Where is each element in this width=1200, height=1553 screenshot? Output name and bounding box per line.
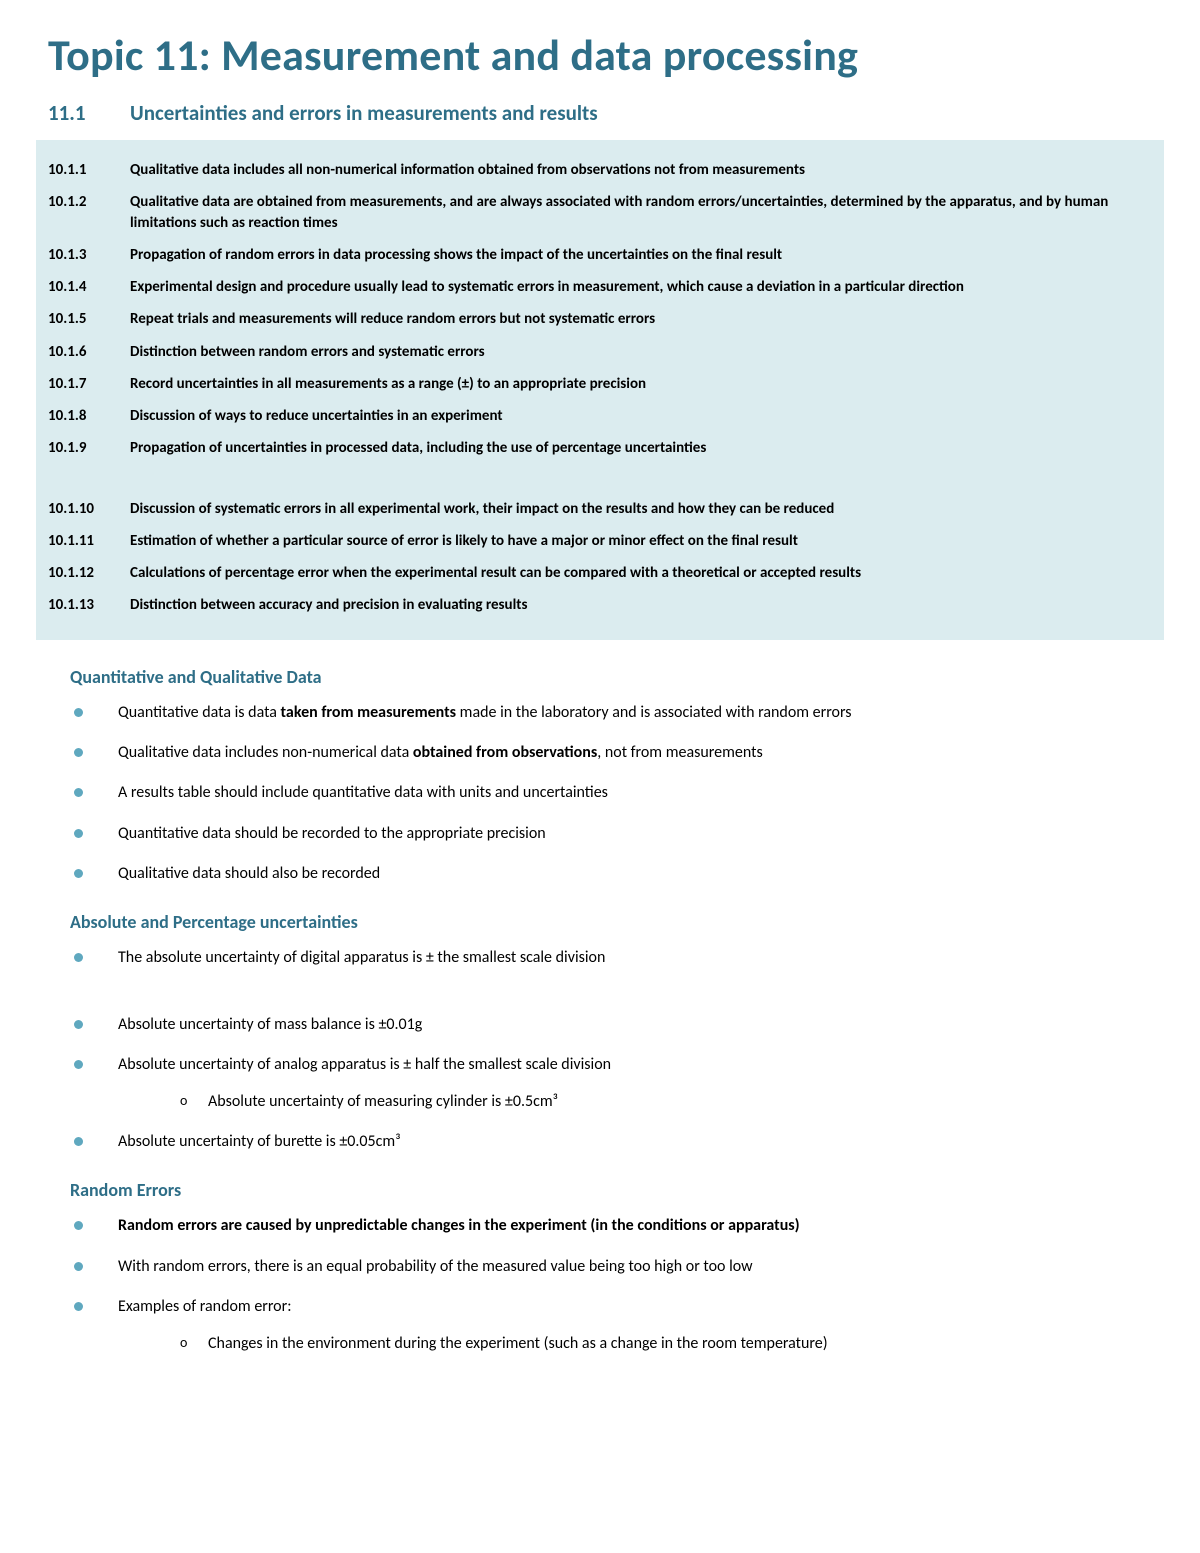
- list-item: Qualitative data includes non-numerical …: [70, 742, 1152, 764]
- sub-list: Changes in the environment during the ex…: [118, 1333, 1152, 1355]
- outline-item-text: Repeat trials and measurements will redu…: [130, 309, 1152, 329]
- list-item: Absolute uncertainty of analog apparatus…: [70, 1054, 1152, 1113]
- outline-item-text: Distinction between random errors and sy…: [130, 342, 1152, 362]
- subsection-title: Absolute and Percentage uncertainties: [70, 911, 1152, 933]
- outline-item: 10.1.8Discussion of ways to reduce uncer…: [36, 400, 1164, 432]
- outline-item-number: 10.1.6: [48, 342, 130, 362]
- list-item: Qualitative data should also be recorded: [70, 863, 1152, 885]
- outline-item-number: 10.1.4: [48, 277, 130, 297]
- sub-list-item: Absolute uncertainty of measuring cylind…: [180, 1091, 1152, 1113]
- list-item: Absolute uncertainty of burette is ±0.05…: [70, 1131, 1152, 1153]
- section-number: 11.1: [48, 100, 130, 126]
- outline-item: 10.1.6Distinction between random errors …: [36, 336, 1164, 368]
- outline-item-text: Qualitative data includes all non-numeri…: [130, 160, 1152, 180]
- outline-item-number: 10.1.9: [48, 438, 130, 458]
- outline-item: 10.1.3Propagation of random errors in da…: [36, 239, 1164, 271]
- list-item: Quantitative data should be recorded to …: [70, 823, 1152, 845]
- sub-list-item: Changes in the environment during the ex…: [180, 1333, 1152, 1355]
- list-item: The absolute uncertainty of digital appa…: [70, 947, 1152, 969]
- list-item: Random errors are caused by unpredictabl…: [70, 1215, 1152, 1237]
- bullet-list: Random errors are caused by unpredictabl…: [70, 1215, 1152, 1355]
- outline-item-text: Propagation of random errors in data pro…: [130, 245, 1152, 265]
- subsection: Quantitative and Qualitative Data Quantit…: [70, 666, 1152, 886]
- outline-item-number: 10.1.1: [48, 160, 130, 180]
- outline-item: 10.1.1Qualitative data includes all non-…: [36, 154, 1164, 186]
- outline-item-text: Discussion of systematic errors in all e…: [130, 499, 1152, 519]
- outline-item: 10.1.7Record uncertainties in all measur…: [36, 368, 1164, 400]
- bullet-list: Quantitative data is data taken from mea…: [70, 702, 1152, 886]
- outline-item: 10.1.10Discussion of systematic errors i…: [36, 493, 1164, 525]
- outline-item-text: Qualitative data are obtained from measu…: [130, 192, 1152, 233]
- outline-item-text: Distinction between accuracy and precisi…: [130, 595, 1152, 615]
- subsection-title: Random Errors: [70, 1179, 1152, 1201]
- sub-list: Absolute uncertainty of measuring cylind…: [118, 1091, 1152, 1113]
- outline-item-number: 10.1.10: [48, 499, 130, 519]
- bullet-list: The absolute uncertainty of digital appa…: [70, 947, 1152, 1153]
- outline-item: 10.1.5Repeat trials and measurements wil…: [36, 303, 1164, 335]
- outline-item: 10.1.4Experimental design and procedure …: [36, 271, 1164, 303]
- outline-item-number: 10.1.2: [48, 192, 130, 212]
- outline-item-text: Propagation of uncertainties in processe…: [130, 438, 1152, 458]
- outline-item-text: Estimation of whether a particular sourc…: [130, 531, 1152, 551]
- outline-item: 10.1.9Propagation of uncertainties in pr…: [36, 432, 1164, 464]
- outline-item-number: 10.1.12: [48, 563, 130, 583]
- list-item: Examples of random error:Changes in the …: [70, 1296, 1152, 1355]
- outline-item: 10.1.13Distinction between accuracy and …: [36, 589, 1164, 621]
- list-item: Quantitative data is data taken from mea…: [70, 702, 1152, 724]
- list-item: A results table should include quantitat…: [70, 782, 1152, 804]
- outline-item-number: 10.1.5: [48, 309, 130, 329]
- subsection: Random Errors Random errors are caused by…: [70, 1179, 1152, 1355]
- outline-panel: 10.1.1Qualitative data includes all non-…: [36, 140, 1164, 640]
- subsection-title: Quantitative and Qualitative Data: [70, 666, 1152, 688]
- section-title: Uncertainties and errors in measurements…: [130, 100, 598, 126]
- outline-item-number: 10.1.3: [48, 245, 130, 265]
- outline-item-text: Experimental design and procedure usuall…: [130, 277, 1152, 297]
- outline-item: 10.1.2Qualitative data are obtained from…: [36, 186, 1164, 239]
- outline-item-text: Discussion of ways to reduce uncertainti…: [130, 406, 1152, 426]
- page-title: Topic 11: Measurement and data processin…: [48, 28, 1152, 82]
- subsection: Absolute and Percentage uncertainties The…: [70, 911, 1152, 1153]
- list-item: Absolute uncertainty of mass balance is …: [70, 1014, 1152, 1036]
- outline-item-text: Record uncertainties in all measurements…: [130, 374, 1152, 394]
- list-item: With random errors, there is an equal pr…: [70, 1256, 1152, 1278]
- outline-item: 10.1.11Estimation of whether a particula…: [36, 525, 1164, 557]
- outline-item-text: Calculations of percentage error when th…: [130, 563, 1152, 583]
- outline-item-number: 10.1.8: [48, 406, 130, 426]
- outline-item-number: 10.1.7: [48, 374, 130, 394]
- section-heading: 11.1 Uncertainties and errors in measure…: [48, 100, 1152, 126]
- outline-item: 10.1.12Calculations of percentage error …: [36, 557, 1164, 589]
- outline-item-number: 10.1.11: [48, 531, 130, 551]
- outline-item-number: 10.1.13: [48, 595, 130, 615]
